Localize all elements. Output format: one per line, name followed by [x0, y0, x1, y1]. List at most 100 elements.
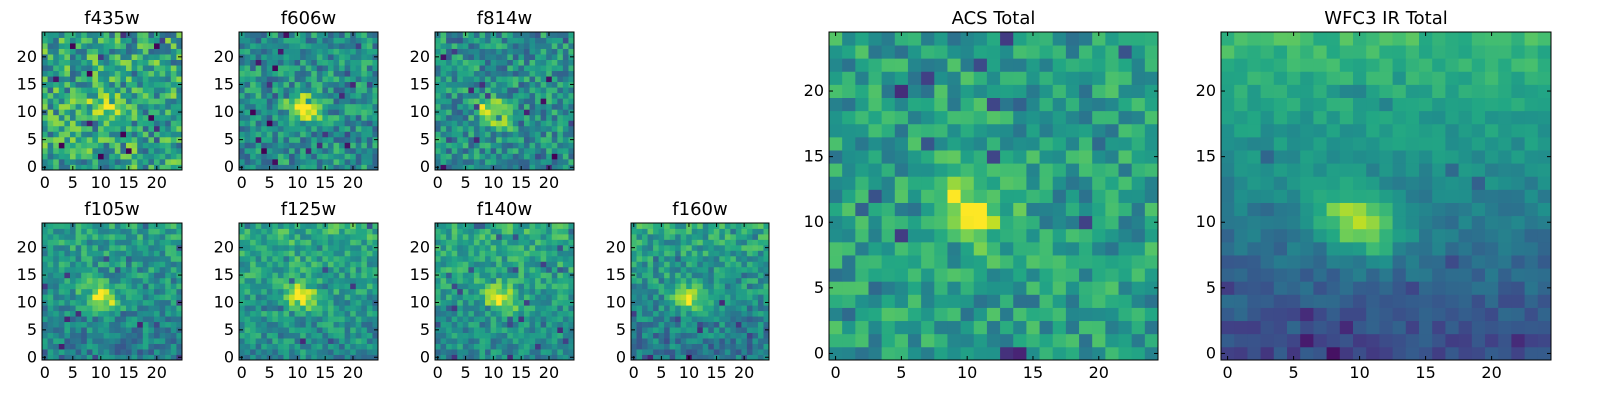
heatmap-cell — [114, 316, 121, 323]
heatmap-cell — [523, 142, 530, 149]
heatmap-cell — [535, 332, 542, 339]
heatmap-cell — [366, 277, 373, 284]
heatmap-cell — [1105, 255, 1119, 269]
heatmap-cell — [58, 54, 65, 60]
heatmap-cell — [372, 310, 379, 317]
heatmap-cell — [255, 54, 262, 60]
heatmap-cell — [757, 327, 764, 333]
heatmap-cell — [485, 354, 491, 361]
heatmap-cell — [921, 255, 935, 269]
heatmap-cell — [126, 338, 132, 344]
heatmap-cell — [47, 349, 54, 355]
heatmap-cell — [272, 223, 279, 229]
heatmap-cell — [501, 158, 508, 165]
heatmap-cell — [92, 233, 99, 240]
heatmap-cell — [518, 43, 525, 49]
heatmap-cell — [507, 239, 514, 246]
heatmap-cell — [1118, 294, 1133, 308]
heatmap-cell — [239, 283, 245, 290]
heatmap-cell — [446, 288, 453, 295]
heatmap-cell — [669, 316, 676, 323]
heatmap-cell — [512, 131, 519, 138]
heatmap-cell — [126, 153, 132, 160]
heatmap-cell — [473, 136, 480, 143]
heatmap-cell — [529, 343, 536, 350]
heatmap-cell — [529, 266, 536, 273]
heatmap-cell — [289, 338, 295, 344]
heatmap-cell — [708, 223, 715, 229]
heatmap-cell — [719, 310, 726, 317]
heatmap-cell — [327, 294, 334, 301]
heatmap-cell — [58, 43, 65, 49]
heatmap-cell — [333, 48, 340, 55]
heatmap-cell — [485, 92, 491, 99]
heatmap-cell — [535, 81, 542, 88]
heatmap-cell — [496, 32, 503, 38]
heatmap-cell — [355, 266, 362, 273]
heatmap-cell — [1118, 281, 1133, 295]
heatmap-cell — [735, 349, 742, 355]
heatmap-cell — [529, 70, 536, 77]
heatmap-cell — [159, 277, 166, 284]
heatmap-cell — [435, 70, 441, 77]
heatmap-cell — [339, 120, 346, 127]
heatmap-cell — [165, 164, 172, 171]
heatmap-cell — [1144, 255, 1159, 269]
heatmap-cell — [741, 343, 748, 350]
heatmap-cell — [557, 338, 564, 344]
heatmap-cell — [468, 125, 475, 132]
heatmap-cell — [562, 233, 569, 240]
heatmap-cell — [339, 332, 346, 339]
heatmap-cell — [98, 109, 104, 116]
heatmap-cell — [75, 103, 82, 110]
heatmap-cell — [535, 327, 542, 333]
heatmap-cell — [126, 327, 132, 333]
heatmap-cell — [653, 250, 659, 257]
heatmap-cell — [490, 255, 497, 262]
heatmap-cell — [540, 43, 547, 49]
heatmap-cell — [675, 244, 682, 251]
heatmap-cell — [53, 153, 60, 160]
heatmap-cell — [322, 103, 329, 110]
heatmap-cell — [1092, 281, 1106, 295]
heatmap-cell — [653, 223, 659, 229]
heatmap-cell — [333, 114, 340, 121]
heatmap-cell — [496, 343, 503, 350]
heatmap-cell — [42, 349, 48, 355]
heatmap-cell — [148, 65, 155, 72]
heatmap-cell — [137, 164, 144, 171]
heatmap-cell — [361, 131, 368, 138]
heatmap-cell — [501, 81, 508, 88]
heatmap-cell — [350, 54, 357, 60]
heatmap-cell — [355, 32, 362, 38]
heatmap-cell — [64, 228, 71, 235]
heatmap-cell — [479, 223, 486, 229]
heatmap-cell — [653, 228, 659, 235]
heatmap-cell — [518, 98, 525, 105]
heatmap-cell — [446, 114, 453, 121]
heatmap-cell — [327, 125, 334, 132]
heatmap-cell — [675, 283, 682, 290]
heatmap-cell — [512, 48, 519, 55]
heatmap-cell — [1131, 294, 1146, 308]
heatmap-cell — [114, 120, 121, 127]
heatmap-cell — [344, 244, 351, 251]
heatmap-cell — [529, 288, 536, 295]
heatmap-cell — [58, 59, 65, 66]
heatmap-cell — [148, 70, 155, 77]
heatmap-cell — [266, 158, 273, 165]
heatmap-cell — [344, 310, 351, 317]
heatmap-cell — [1092, 268, 1106, 282]
panel-title: f435w — [84, 8, 139, 29]
heatmap-cell — [53, 109, 60, 116]
heatmap-cell — [507, 233, 514, 240]
heatmap-cell — [507, 81, 514, 88]
heatmap-cell — [137, 316, 144, 323]
heatmap-cell — [103, 59, 110, 66]
heatmap-cell — [86, 59, 93, 66]
heatmap-cell — [170, 131, 177, 138]
heatmap-cell — [170, 349, 177, 355]
heatmap-cell — [333, 294, 340, 301]
heatmap-cell — [675, 233, 682, 240]
heatmap-cell — [868, 189, 883, 203]
